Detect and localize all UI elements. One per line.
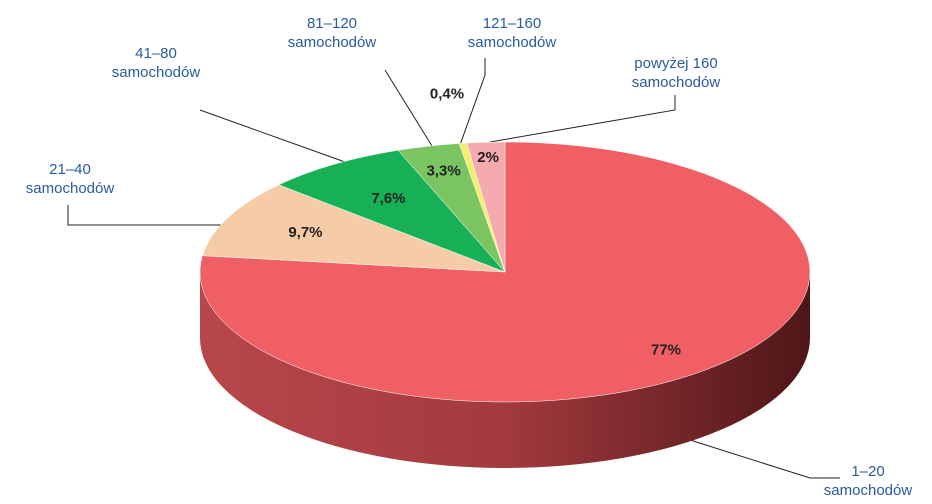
category-label: 81–120 samochodów — [287, 15, 377, 51]
leader-line — [689, 439, 840, 479]
leader-line — [384, 69, 433, 147]
leader-lines — [67, 58, 840, 479]
category-label: 21–40 samochodów — [25, 161, 115, 197]
pie-slice — [278, 149, 506, 273]
category-label: 41–80 samochodów — [111, 45, 201, 81]
leader-line — [459, 58, 486, 146]
value-label: 77% — [651, 341, 681, 358]
value-label: 2% — [477, 149, 499, 166]
leader-line — [199, 109, 346, 163]
category-label: 1–20 samochodów — [823, 463, 913, 499]
pie-side — [200, 272, 810, 468]
value-label: 9,7% — [288, 224, 322, 241]
leader-line — [67, 205, 228, 226]
pie-slice — [202, 184, 506, 273]
category-label: 121–160 samochodów — [467, 15, 557, 51]
leader-line — [489, 95, 676, 143]
value-label: 0,4% — [430, 85, 464, 102]
category-label: powyżej 160 samochodów — [631, 55, 721, 91]
value-label: 3,3% — [426, 162, 460, 179]
pie-slice — [466, 141, 506, 273]
value-label: 7,6% — [371, 190, 405, 207]
